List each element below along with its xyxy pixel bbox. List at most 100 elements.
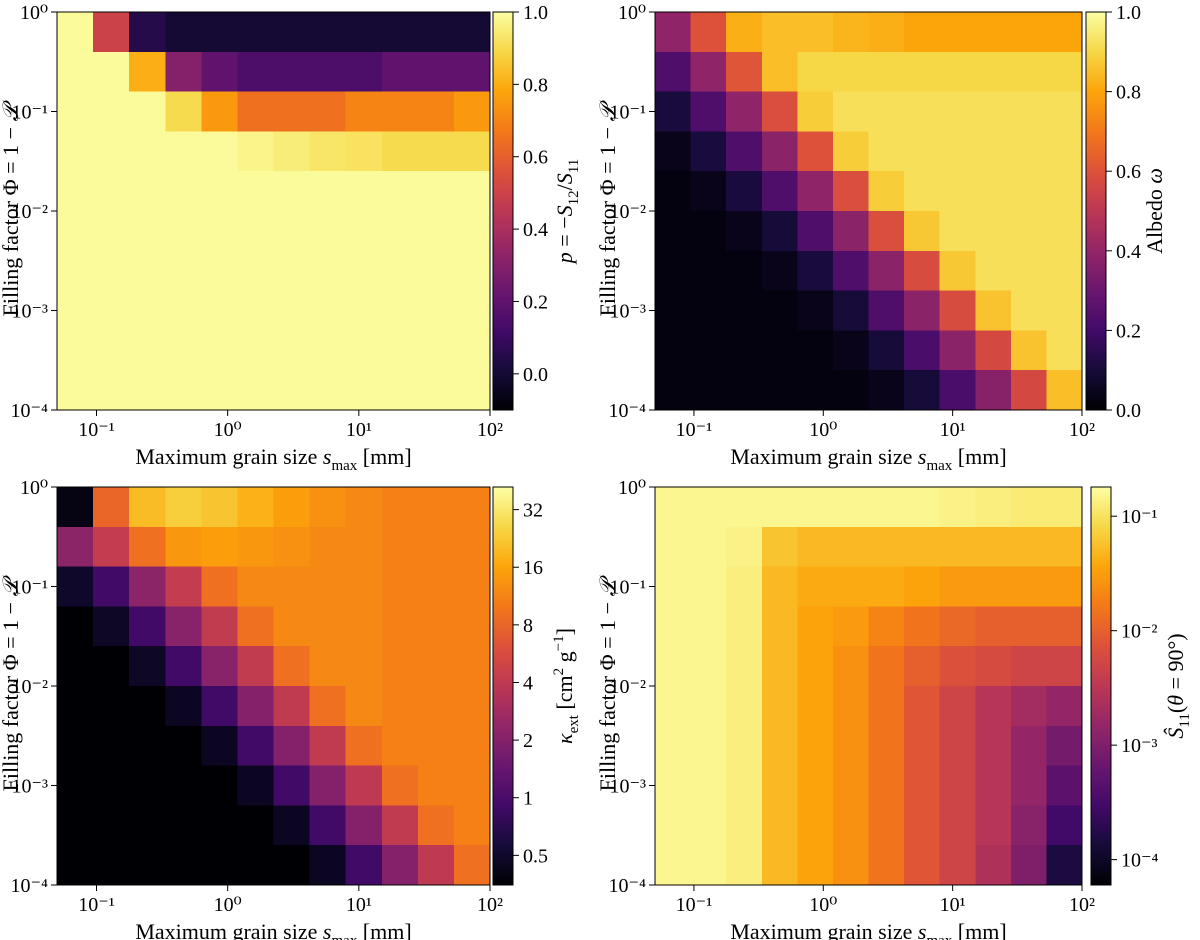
cell [1010, 330, 1048, 371]
colorbar-tick-label: 0.6 [1116, 161, 1141, 183]
cell [868, 290, 905, 331]
cell [129, 845, 166, 886]
cell [975, 330, 1012, 371]
cell [975, 250, 1012, 292]
cell [201, 12, 239, 53]
cell [904, 250, 941, 292]
y-tick-label: 10⁻¹ [11, 102, 48, 124]
cell [165, 211, 202, 252]
cell [345, 765, 383, 806]
x-axis-label: Maximum grain size smax [mm] [135, 444, 411, 474]
cell [453, 330, 491, 371]
cell [381, 250, 419, 292]
label-part: = − [552, 216, 577, 252]
cell [57, 330, 94, 371]
cell [237, 51, 275, 93]
cell [797, 606, 834, 647]
y-tick-label: 10⁻⁴ [608, 400, 646, 422]
cell [655, 526, 692, 568]
cell [690, 91, 727, 132]
cell [309, 566, 347, 607]
cell [453, 526, 491, 568]
cell [726, 487, 763, 528]
cell [655, 725, 692, 767]
x-tick-label: 10¹ [346, 419, 372, 441]
colorbar-label: Ŝ11(θ = 90°) [1163, 633, 1193, 738]
cell [201, 845, 239, 886]
cell [1046, 250, 1083, 292]
cell [129, 606, 166, 647]
cell [345, 526, 383, 568]
cell [726, 845, 763, 886]
cell [797, 725, 834, 767]
cell [797, 91, 834, 132]
cell [57, 686, 94, 727]
cell [165, 765, 202, 806]
cell [93, 370, 130, 411]
x-axis-label: Maximum grain size smax [mm] [730, 444, 1006, 474]
cell [201, 250, 239, 292]
x-tick-label: 10⁰ [214, 894, 242, 916]
colorbar-tick-label: 16 [523, 557, 543, 579]
cell [690, 686, 727, 727]
cell [165, 487, 202, 528]
cell [57, 91, 94, 132]
cell [417, 51, 455, 93]
cell [345, 12, 383, 53]
cell [345, 131, 383, 172]
cell [1046, 51, 1083, 93]
cell [309, 91, 347, 132]
cell [939, 725, 976, 767]
panel: 10⁻¹ 10⁰ 10¹ 10² 10⁻⁴ 10⁻³ 10⁻² 10⁻¹ 10⁰ Maximum … [595, 477, 1193, 940]
label-part: Ŝ [1163, 728, 1188, 739]
cell [345, 606, 383, 647]
colorbar-tick-label: 2 [523, 730, 533, 752]
cell [165, 646, 202, 687]
cell [1046, 765, 1083, 806]
cell [93, 91, 130, 132]
cell [381, 131, 419, 172]
cell [345, 566, 383, 607]
cell [939, 370, 976, 411]
cell [761, 646, 798, 687]
cell [57, 171, 94, 212]
cell [273, 646, 311, 687]
cell [690, 330, 727, 371]
cell [129, 290, 166, 331]
cell [832, 646, 870, 687]
y-tick-label: 10⁻⁴ [10, 875, 48, 897]
cell [237, 526, 275, 568]
cell [868, 566, 905, 607]
label-part: 11 [566, 159, 582, 173]
cell [761, 606, 798, 647]
cell [761, 330, 798, 371]
label-part: Maximum grain size [135, 919, 323, 940]
cell [201, 171, 239, 212]
cell [904, 566, 941, 607]
cell [381, 765, 419, 806]
cell [868, 765, 905, 806]
cell [904, 370, 941, 411]
cell [273, 12, 311, 53]
cell [726, 370, 763, 411]
cell [761, 171, 798, 212]
cell [868, 805, 905, 846]
cell [273, 330, 311, 371]
cell [93, 725, 130, 767]
cell [726, 330, 763, 371]
cell [726, 765, 763, 806]
cell [832, 487, 870, 528]
cell [165, 370, 202, 411]
cell [939, 171, 976, 212]
colorbar-tick-label: 0.6 [523, 147, 548, 169]
cell [1046, 606, 1083, 647]
cell [453, 805, 491, 846]
cell [904, 725, 941, 767]
cell [655, 250, 692, 292]
label-part: [mm] [952, 444, 1006, 469]
cell [129, 805, 166, 846]
cell [904, 211, 941, 252]
cell [868, 725, 905, 767]
cell [726, 606, 763, 647]
cell [273, 370, 311, 411]
